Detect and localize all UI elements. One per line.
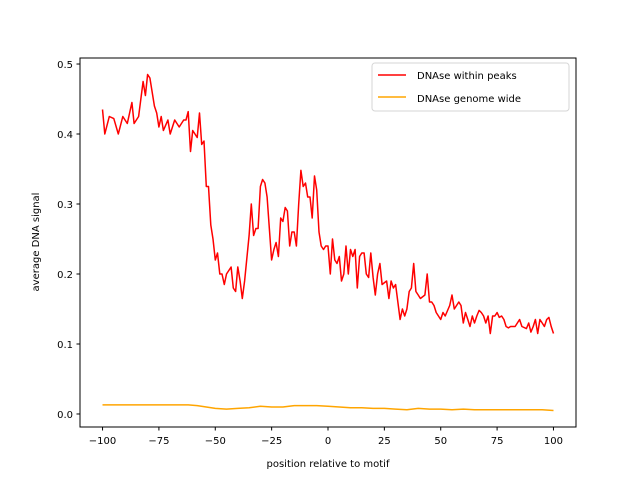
y-tick-label: 0.2 xyxy=(57,270,73,281)
x-tick-label: 25 xyxy=(378,436,391,447)
x-tick-label: −75 xyxy=(148,436,169,447)
x-tick-label: 0 xyxy=(325,436,331,447)
y-axis-label: average DNA signal xyxy=(31,193,42,292)
x-tick-label: 75 xyxy=(491,436,504,447)
series-line-peaks xyxy=(101,73,555,335)
legend: DNAse within peaks DNAse genome wide xyxy=(371,62,570,112)
y-tick-label: 0.3 xyxy=(57,200,73,211)
y-tick-label: 0.5 xyxy=(57,60,73,71)
plot-frame xyxy=(79,57,577,428)
legend-label-genome: DNAse genome wide xyxy=(417,94,521,105)
y-tick-label: 0.4 xyxy=(57,130,73,141)
y-tick-label: 0.0 xyxy=(57,410,73,421)
x-tick-label: −50 xyxy=(205,436,226,447)
legend-box xyxy=(371,62,570,112)
x-tick-label: −25 xyxy=(261,436,282,447)
x-axis-label: position relative to motif xyxy=(267,459,390,470)
x-tick-label: 100 xyxy=(544,436,563,447)
legend-label-peaks: DNAse within peaks xyxy=(417,71,517,82)
y-tick-label: 0.1 xyxy=(57,340,73,351)
series-line-genome-wide xyxy=(102,404,554,412)
x-tick-label: −100 xyxy=(89,436,116,447)
x-tick-label: 50 xyxy=(434,436,447,447)
